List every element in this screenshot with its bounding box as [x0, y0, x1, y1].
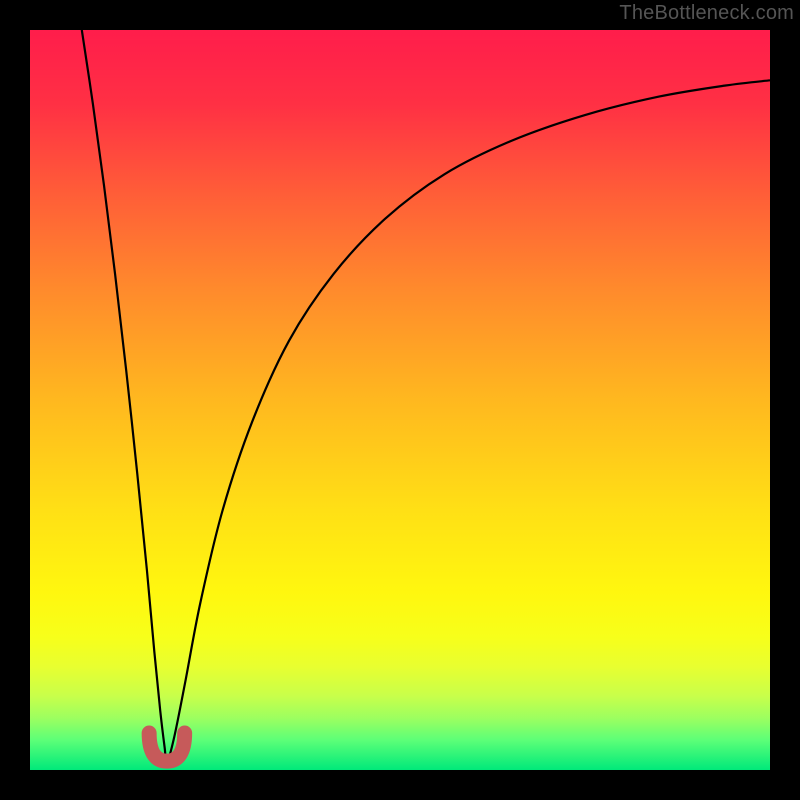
watermark-label: TheBottleneck.com	[619, 2, 794, 25]
bottleneck-curve	[82, 30, 770, 763]
valley-marker	[149, 733, 185, 761]
curve-layer	[30, 30, 770, 770]
chart-root: TheBottleneck.com	[0, 0, 800, 800]
plot-area	[30, 30, 770, 770]
